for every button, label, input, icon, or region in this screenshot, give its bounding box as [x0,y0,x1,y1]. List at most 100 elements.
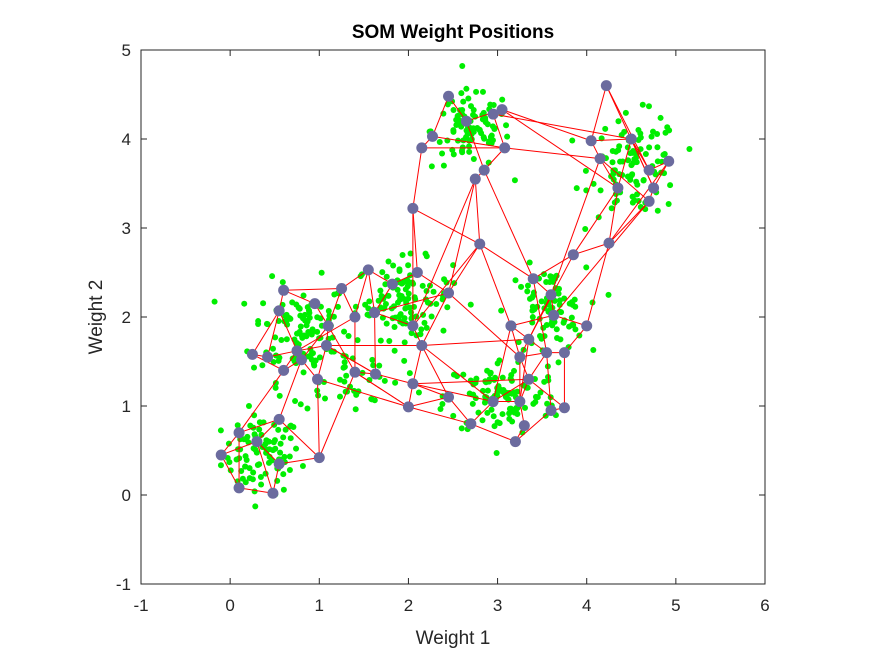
input-point [362,301,369,308]
input-point [493,449,500,456]
input-point [283,336,290,343]
input-point [405,262,412,269]
weight-link [608,160,670,244]
weight-link [354,269,369,318]
weight-link [279,457,320,465]
input-point [439,150,446,157]
input-point [276,392,283,399]
weight-neuron [541,347,553,359]
input-point [415,389,422,396]
weight-link [318,371,356,458]
input-point [281,453,288,460]
weight-neuron [625,133,637,145]
input-point [487,134,494,141]
input-point [537,389,544,396]
input-point [484,409,491,416]
input-point [544,400,551,407]
input-point [654,144,661,151]
weight-link [327,288,343,327]
input-point [654,207,661,214]
input-point [555,359,562,366]
weight-neuron [313,452,325,464]
weight-neuron [407,320,419,332]
weight-link [605,85,650,171]
input-point [428,163,435,170]
weight-neuron [499,142,511,154]
input-point [407,250,414,257]
weight-link [448,396,472,425]
weight-link [374,312,414,327]
input-point [555,290,562,297]
weight-link [432,135,505,149]
input-point [459,62,466,69]
weight-neuron [295,354,307,366]
input-point [605,291,612,298]
weight-neuron [478,164,490,176]
weight-neuron [505,320,517,332]
weight-link [492,113,506,149]
input-point [540,324,547,331]
input-point [627,175,634,182]
input-point [334,303,341,310]
input-point [613,197,620,204]
input-point [275,357,282,364]
input-point [383,320,390,327]
input-point [304,405,311,412]
input-point [309,328,316,335]
input-point [270,359,277,366]
x-tick-label: 2 [404,596,413,615]
input-point [256,461,263,468]
weight-neuron [585,135,597,147]
input-point [298,332,305,339]
weight-neuron [407,202,419,214]
input-point [316,354,323,361]
weight-link [374,312,376,374]
weight-link [483,169,534,279]
input-point [466,390,473,397]
input-point [635,198,642,205]
input-point [408,330,415,337]
input-point [269,345,276,352]
input-point [423,253,430,260]
input-point [275,426,282,433]
input-point [369,356,376,363]
weight-neuron [407,378,419,390]
input-point [639,101,646,108]
weight-link [564,325,588,353]
input-point [258,431,265,438]
weight-neuron [362,264,374,276]
input-point [418,326,425,333]
weight-link [238,487,274,494]
input-point [466,143,473,150]
input-point [665,201,672,208]
input-point [473,88,480,95]
input-point [260,300,267,307]
weight-link [317,345,327,380]
weight-link [412,147,423,209]
x-tick-label: -1 [133,596,148,615]
weight-link [317,378,409,408]
input-point [292,398,299,405]
input-point [314,314,321,321]
input-point [524,282,531,289]
weight-link [599,158,650,202]
input-point [428,313,435,320]
weight-link [354,371,409,408]
input-point [381,377,388,384]
input-point [256,419,263,426]
weight-link [546,352,552,411]
y-axis-ticks: -1 0 1 2 3 4 5 [116,41,765,594]
input-point [251,488,258,495]
weight-link [278,418,320,458]
input-point [280,471,287,478]
input-point [341,359,348,366]
y-tick-label: 3 [122,219,131,238]
input-point [286,466,293,473]
input-point [250,469,257,476]
weight-link [278,359,302,420]
input-point [553,326,560,333]
input-point [382,281,389,288]
weight-link [412,243,481,327]
weight-neuron [594,153,606,165]
input-point [444,304,451,311]
